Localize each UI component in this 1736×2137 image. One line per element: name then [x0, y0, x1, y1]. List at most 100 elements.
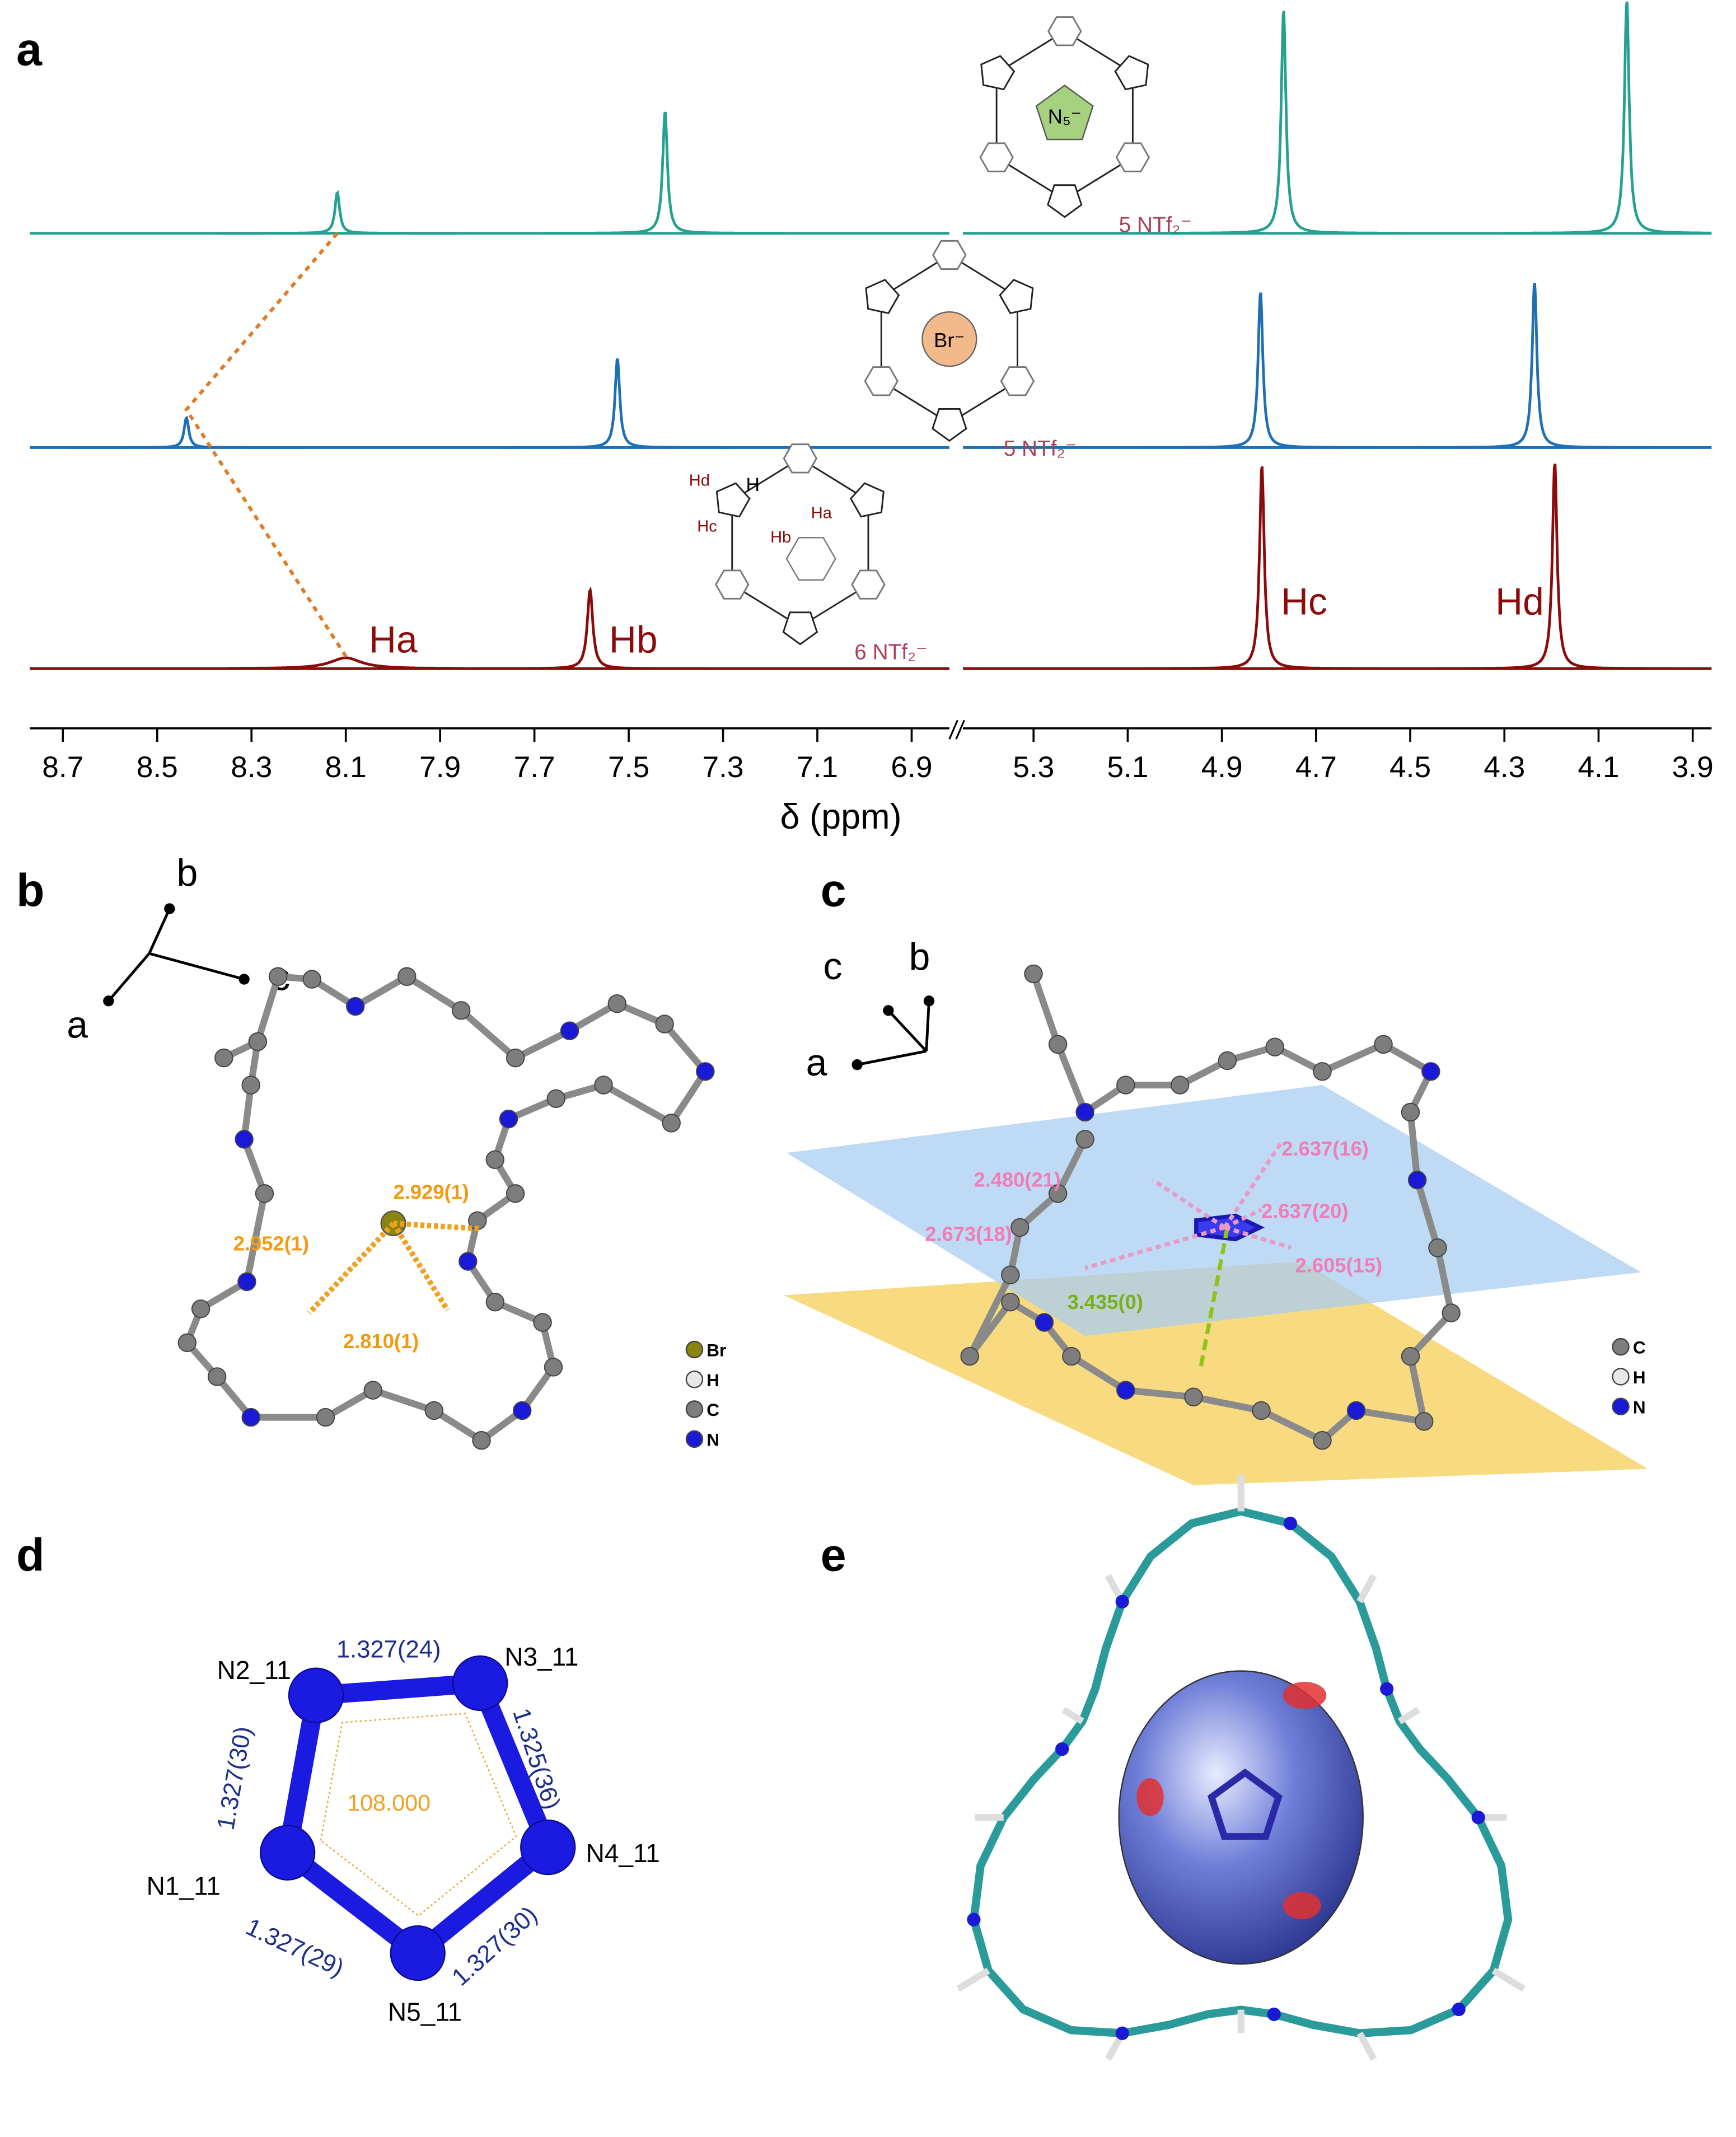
benzene — [932, 240, 967, 270]
n-node — [1283, 1516, 1298, 1531]
contact — [391, 1222, 450, 1312]
axis-arrow — [887, 1009, 928, 1053]
cage-structure: N₅⁻ 5 NTf₂⁻ — [979, 16, 1192, 237]
peak — [1437, 464, 1673, 670]
panel-c: c b a 2.480(21) 2.637(16) 2.637(20) 2.673(18) 2… — [784, 936, 1648, 1485]
atom — [1313, 1062, 1332, 1081]
atom-label: Hc — [697, 518, 717, 536]
axis-break — [948, 719, 965, 740]
contact — [1224, 1225, 1292, 1250]
panel-label: b — [16, 864, 44, 916]
x-axis-label: δ (ppm) — [780, 797, 902, 836]
peak — [499, 358, 736, 449]
bond — [1260, 1407, 1324, 1444]
bond — [1055, 1138, 1088, 1195]
labels: a b c d e — [16, 24, 846, 1580]
axis-label: b — [177, 852, 198, 894]
angle-label: 108.000 — [347, 1790, 431, 1816]
atom — [248, 1032, 268, 1051]
atom — [1024, 964, 1043, 984]
x-tick-label: 7.5 — [608, 751, 649, 784]
peak — [1416, 283, 1652, 449]
template-benzene — [785, 537, 836, 581]
bond — [458, 1008, 518, 1061]
atom — [424, 1401, 443, 1420]
atom — [696, 1062, 715, 1081]
bond — [1407, 1111, 1421, 1181]
benzene — [783, 443, 818, 474]
atom — [346, 997, 365, 1016]
atom-label: N2_11 — [217, 1656, 291, 1685]
x-tick-label: 8.3 — [231, 751, 272, 784]
atom — [1252, 1401, 1271, 1420]
axis-arrow — [857, 1050, 927, 1067]
x-tick-label: 7.3 — [703, 751, 744, 784]
atom — [207, 1367, 227, 1386]
atom — [1313, 1431, 1332, 1450]
legend-label: N — [706, 1429, 719, 1449]
atom — [1442, 1303, 1461, 1322]
atom — [1184, 1387, 1203, 1406]
n-node — [1471, 1811, 1485, 1825]
atom-label: H — [746, 474, 760, 495]
bond — [1125, 1387, 1194, 1401]
n-node — [1380, 1682, 1394, 1696]
legend-swatch — [685, 1430, 704, 1448]
imidazolium — [932, 408, 967, 442]
bond-label: 1.327(24) — [336, 1636, 441, 1663]
peak — [472, 586, 708, 670]
atom-label: N5_11 — [388, 1998, 462, 2027]
axis-head — [923, 995, 935, 1007]
x-tick-label: 7.1 — [797, 751, 838, 784]
atom — [1062, 1346, 1081, 1366]
benzene — [715, 569, 750, 600]
contact — [307, 1221, 396, 1315]
benzene — [851, 569, 886, 600]
distance-label: 2.637(20) — [1261, 1199, 1349, 1222]
bond — [1407, 1355, 1428, 1423]
panel-label: d — [16, 1529, 44, 1580]
x-tick-label: 4.5 — [1389, 751, 1431, 784]
h-stick — [1397, 1706, 1421, 1724]
legend-swatch — [1612, 1368, 1630, 1386]
guest-label: Br⁻ — [934, 329, 965, 352]
bond — [1408, 1310, 1454, 1359]
atom — [241, 1407, 260, 1427]
atom — [1048, 1035, 1068, 1054]
atom — [1035, 1313, 1054, 1332]
atom — [1407, 1170, 1427, 1190]
atom-label: Ha — [811, 504, 832, 522]
atom — [960, 1346, 979, 1366]
axis-arrow — [107, 952, 151, 1002]
atom — [237, 1272, 256, 1292]
peak — [228, 656, 464, 670]
atom — [458, 1252, 478, 1271]
axis-arrow — [925, 1000, 930, 1051]
imidazolium — [865, 279, 900, 315]
atom — [1116, 1381, 1135, 1400]
atom — [235, 1130, 254, 1149]
axis-head — [851, 1059, 863, 1070]
distance-label: 2.673(18) — [925, 1223, 1012, 1246]
bond — [1030, 972, 1061, 1046]
x-tick-label: 3.9 — [1672, 751, 1714, 784]
imidazolium — [1114, 55, 1149, 91]
contact — [1223, 1140, 1284, 1229]
atom — [1401, 1102, 1420, 1122]
atom — [513, 1401, 532, 1420]
bond — [1192, 1394, 1262, 1414]
x-tick-label: 7.7 — [514, 751, 555, 784]
contact — [1152, 1178, 1226, 1229]
legend-label: C — [1633, 1338, 1646, 1358]
atom — [662, 1114, 681, 1133]
centroid-line — [1198, 1227, 1230, 1371]
peak — [1166, 11, 1401, 235]
atom — [1170, 1075, 1190, 1095]
imidazolium — [715, 482, 751, 518]
atom — [546, 1089, 566, 1108]
atom — [316, 1407, 335, 1427]
benzene — [1047, 16, 1082, 46]
bond — [244, 1193, 268, 1283]
legend-label: N — [1633, 1397, 1646, 1417]
bond — [1414, 1179, 1441, 1249]
